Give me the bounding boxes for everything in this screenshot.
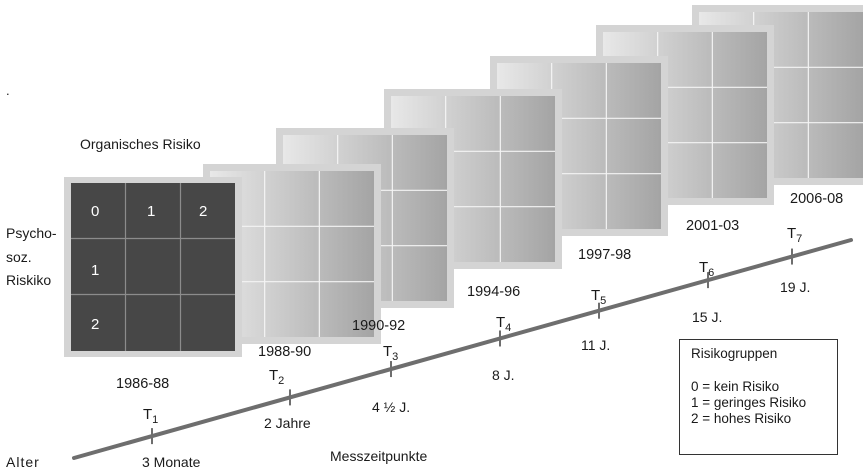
legend-item-low: 1 = geringes Risiko <box>691 395 807 410</box>
risk-matrix-panel: 0 1 2 1 2 <box>64 177 242 357</box>
organic-risk-2: 2 <box>199 203 207 220</box>
organic-risk-0: 0 <box>91 203 99 220</box>
psychosocial-risk-label-line3: Riskiko <box>6 272 51 288</box>
timepoint-label: T6 <box>699 259 714 279</box>
age-label: 11 J. <box>581 337 610 353</box>
period-label: 2001-03 <box>686 218 739 234</box>
psychosocial-risk-1: 1 <box>91 262 99 279</box>
age-label: 8 J. <box>492 367 515 383</box>
timepoint-labels: T1 3 Monate T2 2 Jahre T3 4 ½ J. T4 8 J. T5 11 J.… <box>142 225 810 470</box>
period-label: 1997-98 <box>578 247 631 263</box>
age-label: 2 Jahre <box>264 415 311 431</box>
organic-risk-label: Organisches Risiko <box>80 136 201 152</box>
age-axis-label: Alter <box>6 454 40 470</box>
period-label: 1988-90 <box>258 344 311 360</box>
axis-ticks <box>151 248 793 445</box>
period-label: 2006-08 <box>790 191 843 207</box>
timepoint-label: T4 <box>496 314 511 334</box>
measurement-points-label: Messzeitpunkte <box>330 448 427 464</box>
psychosocial-risk-label-line1: Psycho- <box>6 225 57 241</box>
timepoint-label: T2 <box>269 367 284 387</box>
timepoint-label: T1 <box>143 406 158 426</box>
legend-box: Risikogruppen 0 = kein Risiko 1 = gering… <box>679 339 838 455</box>
psychosocial-risk-label-line2: soz. <box>6 249 32 265</box>
period-panels <box>203 5 863 344</box>
timepoint-label: T3 <box>383 343 398 363</box>
legend-title: Risikogruppen <box>691 346 778 361</box>
legend-item-none: 0 = kein Risiko <box>691 379 780 394</box>
timepoint-label: T7 <box>787 225 802 245</box>
organic-risk-1: 1 <box>147 203 155 220</box>
front-panel-fill <box>71 183 235 351</box>
age-label: 19 J. <box>780 279 810 295</box>
period-label: 1994-96 <box>467 284 520 300</box>
psychosocial-risk-2: 2 <box>91 316 99 333</box>
time-axis-line <box>72 238 853 460</box>
period-labels: 1986-88 1988-90 1990-92 1994-96 1997-98 2001-… <box>116 191 843 392</box>
age-label: 15 J. <box>692 309 722 325</box>
legend-item-high: 2 = hohes Risiko <box>691 411 792 426</box>
period-label: 1986-88 <box>116 376 169 392</box>
timepoint-label: T5 <box>591 287 606 307</box>
age-label: 4 ½ J. <box>372 399 410 415</box>
period-label: 1990-92 <box>352 318 405 334</box>
dot-mark: . <box>6 83 10 98</box>
age-label: 3 Monate <box>142 454 201 470</box>
